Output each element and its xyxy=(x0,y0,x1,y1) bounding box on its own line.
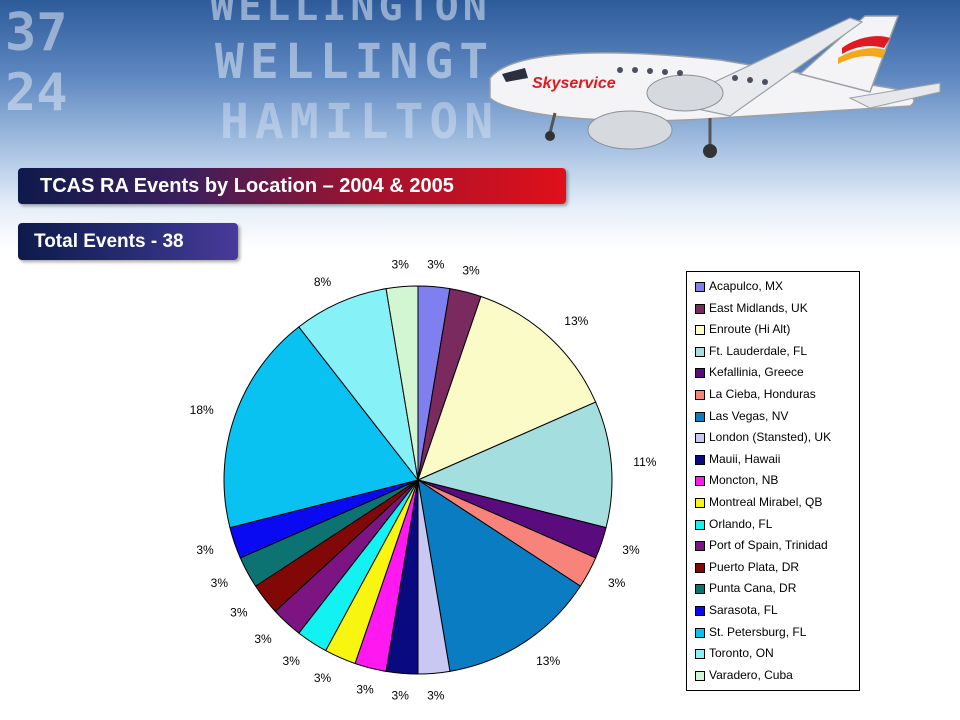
pie-slices xyxy=(223,285,613,675)
legend-label: Punta Cana, DR xyxy=(709,581,797,596)
pie-slice-label: 3% xyxy=(427,688,445,702)
pie-slice-label: 13% xyxy=(536,654,560,668)
legend-swatch xyxy=(695,433,705,444)
total-events-bar: Total Events - 38 xyxy=(18,223,238,260)
legend-label: Toronto, ON xyxy=(709,646,774,661)
pie-slice-label: 3% xyxy=(462,264,480,278)
legend-label: St. Petersburg, FL xyxy=(709,624,807,639)
legend-label: Port of Spain, Trinidad xyxy=(709,538,828,553)
pie-slice-label: 11% xyxy=(633,455,656,469)
legend-label: Sarasota, FL xyxy=(709,603,778,617)
slide-title-bar: TCAS RA Events by Location – 2004 & 2005 xyxy=(18,168,566,204)
legend-swatch xyxy=(695,606,705,616)
legend-label: Moncton, NB xyxy=(709,473,779,488)
legend-label: Varadero, Cuba xyxy=(709,667,793,682)
board-number-1: 37 xyxy=(5,3,68,63)
pie-slice-label: 3% xyxy=(254,632,272,646)
legend-label: Mauii, Hawaii xyxy=(709,451,781,466)
pie-slice-label: 3% xyxy=(427,258,445,272)
legend-label: Puerto Plata, DR xyxy=(709,559,800,574)
legend-label: Montreal Mirabel, QB xyxy=(709,495,823,509)
legend-swatch xyxy=(695,541,705,552)
pie-slice xyxy=(298,288,419,481)
legend-label: London (Stansted), UK xyxy=(709,430,832,445)
slide-title: TCAS RA Events by Location – 2004 & 2005 xyxy=(40,175,454,197)
legend-label: La Cieba, Honduras xyxy=(709,387,816,401)
board-word-1: WELLINGTON xyxy=(210,0,491,30)
pie-slice xyxy=(417,295,597,481)
legend-swatch xyxy=(695,282,705,292)
board-word-3: HAMILTON xyxy=(220,94,499,150)
header-banner: 37 24 WELLINGTON WELLINGT HAMILTON Skyse… xyxy=(0,0,960,250)
chart-legend: Acapulco, MX East Midlands, UK Enroute (Hi… xyxy=(686,271,860,691)
legend-swatch xyxy=(695,325,705,336)
legend-swatch xyxy=(695,670,705,681)
legend-label: Kefallinia, Greece xyxy=(709,365,804,380)
pie-slice-label: 3% xyxy=(314,671,332,685)
legend-swatch xyxy=(695,411,705,422)
legend-label: Enroute (Hi Alt) xyxy=(709,322,791,337)
pie-slice-label: 3% xyxy=(622,543,640,557)
pie-slice xyxy=(416,401,613,529)
legend-swatch xyxy=(695,476,705,487)
pie-slice-label: 3% xyxy=(230,606,248,620)
legend-label: Orlando, FL xyxy=(709,516,773,531)
pie-slice-label: 3% xyxy=(392,688,410,702)
legend-swatch xyxy=(695,390,705,400)
departure-board-graphic: 37 24 WELLINGTON WELLINGT HAMILTON xyxy=(5,0,499,150)
legend-label: Las Vegas, NV xyxy=(709,408,789,423)
legend-swatch xyxy=(695,303,705,314)
pie-slice xyxy=(385,285,419,481)
legend-swatch xyxy=(695,368,705,379)
legend-swatch xyxy=(695,649,705,660)
legend-swatch xyxy=(695,454,705,465)
pie-slice xyxy=(417,478,582,672)
legend-swatch xyxy=(695,584,705,595)
airline-logo: Skyservice xyxy=(532,75,616,92)
pie-slice xyxy=(223,326,419,529)
legend-swatch xyxy=(695,346,705,357)
pie-slice-label: 3% xyxy=(283,654,301,668)
legend-swatch xyxy=(695,519,705,530)
board-number-2: 24 xyxy=(5,63,68,123)
legend-swatch xyxy=(695,627,705,638)
pie-slice-label: 13% xyxy=(564,314,588,328)
pie-slice-label: 3% xyxy=(356,682,374,696)
legend-swatch xyxy=(695,562,705,573)
pie-slice-label: 18% xyxy=(190,403,214,417)
pie-slice-label: 3% xyxy=(196,543,214,557)
pie-slice-label: 3% xyxy=(211,576,229,590)
legend-label: East Midlands, UK xyxy=(709,300,808,315)
pie-labels: 3% 3% 13% 11% 3% 3% 13% 3% 3% 3% 3% 3% 3% 3% 3% 3% 18% 8%… xyxy=(190,258,657,703)
pie-slice-label: 8% xyxy=(314,275,332,289)
pie-slice-label: 3% xyxy=(392,258,410,272)
board-word-2: WELLINGT xyxy=(215,34,494,90)
legend-label: Acapulco, MX xyxy=(709,279,784,293)
airplane-image: Skyservice xyxy=(489,15,941,158)
legend-swatch xyxy=(695,498,705,508)
legend-label: Ft. Lauderdale, FL xyxy=(709,343,808,358)
pie-slice-label: 3% xyxy=(608,576,626,590)
total-events-label: Total Events - 38 xyxy=(34,231,184,252)
